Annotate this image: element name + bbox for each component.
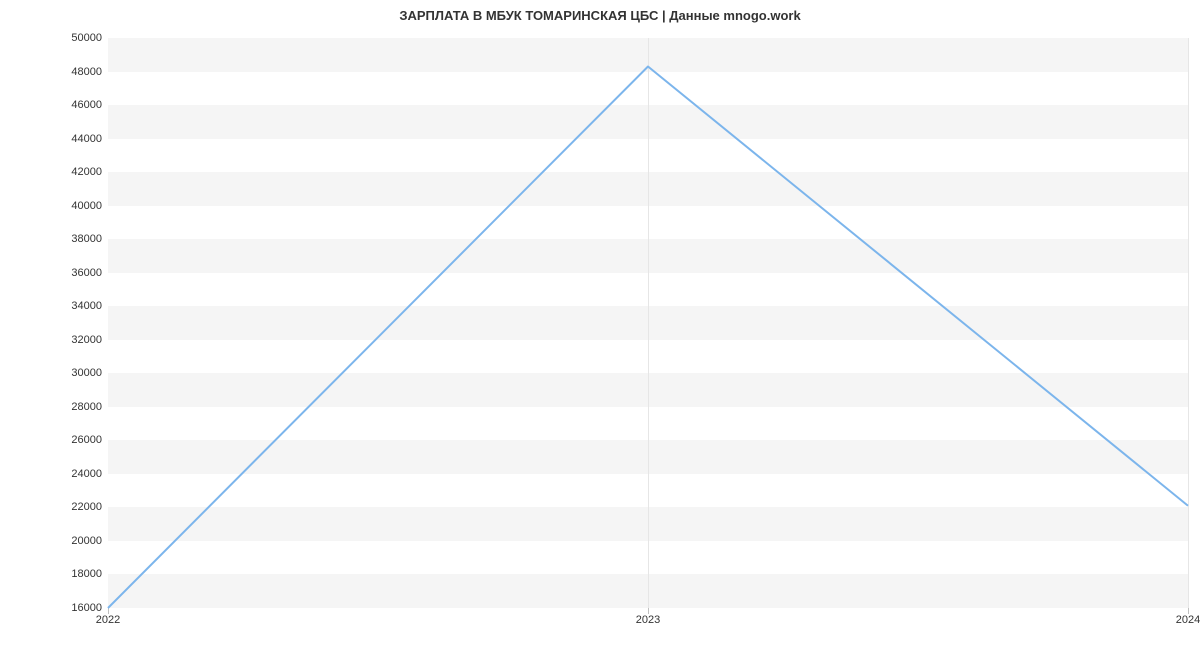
chart-title: ЗАРПЛАТА В МБУК ТОМАРИНСКАЯ ЦБС | Данные… bbox=[0, 8, 1200, 23]
series-line bbox=[108, 38, 1188, 608]
y-tick-label: 24000 bbox=[71, 468, 108, 480]
y-tick-label: 50000 bbox=[71, 32, 108, 44]
y-tick-label: 22000 bbox=[71, 501, 108, 513]
plot-area: 1600018000200002200024000260002800030000… bbox=[108, 38, 1188, 608]
y-tick-label: 26000 bbox=[71, 434, 108, 446]
x-tick-label: 2023 bbox=[636, 608, 660, 626]
y-tick-label: 34000 bbox=[71, 300, 108, 312]
y-tick-label: 30000 bbox=[71, 367, 108, 379]
y-tick-label: 46000 bbox=[71, 99, 108, 111]
x-tick-label: 2022 bbox=[96, 608, 120, 626]
y-tick-label: 44000 bbox=[71, 133, 108, 145]
y-tick-label: 18000 bbox=[71, 568, 108, 580]
y-tick-label: 38000 bbox=[71, 233, 108, 245]
y-tick-label: 20000 bbox=[71, 535, 108, 547]
y-tick-label: 32000 bbox=[71, 334, 108, 346]
y-tick-label: 40000 bbox=[71, 200, 108, 212]
y-tick-label: 36000 bbox=[71, 267, 108, 279]
grid-vline bbox=[1188, 38, 1189, 608]
y-tick-label: 48000 bbox=[71, 66, 108, 78]
y-tick-label: 28000 bbox=[71, 401, 108, 413]
salary-line-chart: ЗАРПЛАТА В МБУК ТОМАРИНСКАЯ ЦБС | Данные… bbox=[0, 0, 1200, 650]
y-tick-label: 42000 bbox=[71, 166, 108, 178]
x-tick-label: 2024 bbox=[1176, 608, 1200, 626]
